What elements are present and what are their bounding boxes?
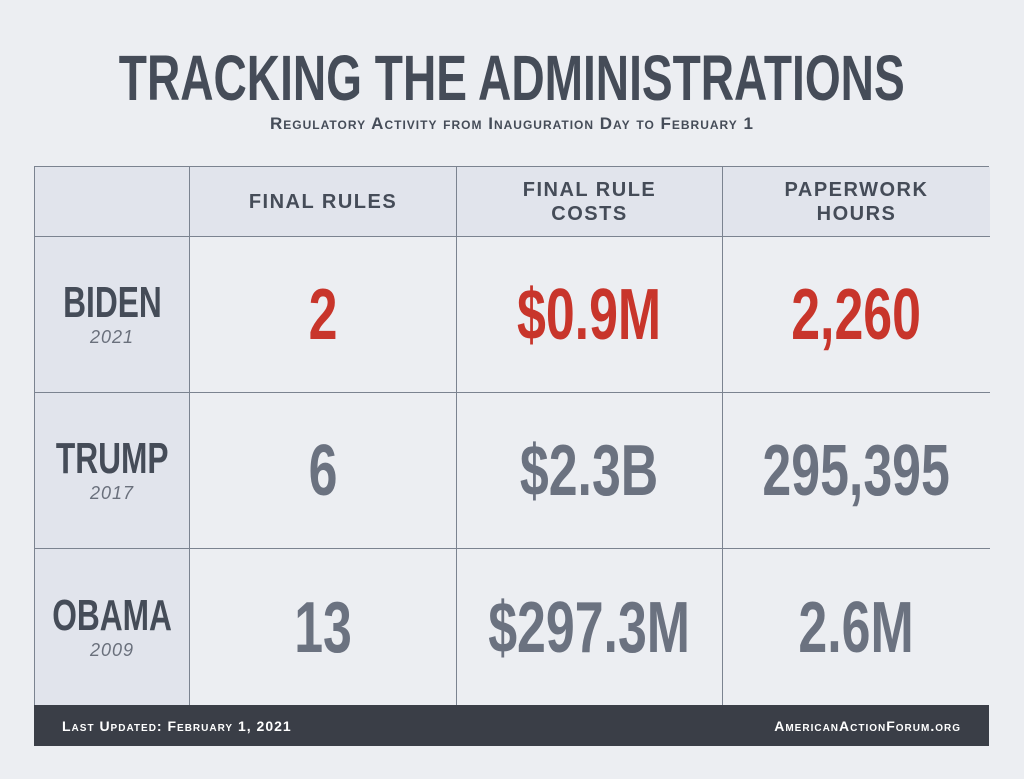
table-cell: $0.9M (457, 237, 723, 393)
column-header: FINAL RULE COSTS (457, 167, 723, 237)
source-link[interactable]: AmericanActionForum.org (774, 717, 961, 734)
table-cell: 2.6M (723, 549, 990, 706)
column-header: FINAL RULES (190, 167, 457, 237)
comparison-table: FINAL RULES FINAL RULE COSTS PAPERWORK H… (34, 166, 990, 706)
corner-cell (35, 167, 190, 237)
column-header: PAPERWORK HOURS (723, 167, 990, 237)
table-cell: 2,260 (723, 237, 990, 393)
table-cell: 6 (190, 393, 457, 549)
row-header-obama: OBAMA 2009 (35, 549, 190, 706)
row-header-biden: BIDEN 2021 (35, 237, 190, 393)
row-header-trump: TRUMP 2017 (35, 393, 190, 549)
table-cell: 13 (190, 549, 457, 706)
table-cell: 2 (190, 237, 457, 393)
table-cell: $297.3M (457, 549, 723, 706)
table-cell: 295,395 (723, 393, 990, 549)
page-title: TRACKING THE ADMINISTRATIONS (119, 42, 905, 114)
subtitle: Regulatory Activity from Inauguration Da… (270, 114, 754, 133)
table-cell: $2.3B (457, 393, 723, 549)
last-updated: Last Updated: February 1, 2021 (62, 717, 292, 734)
footer-bar: Last Updated: February 1, 2021 AmericanA… (34, 705, 989, 746)
